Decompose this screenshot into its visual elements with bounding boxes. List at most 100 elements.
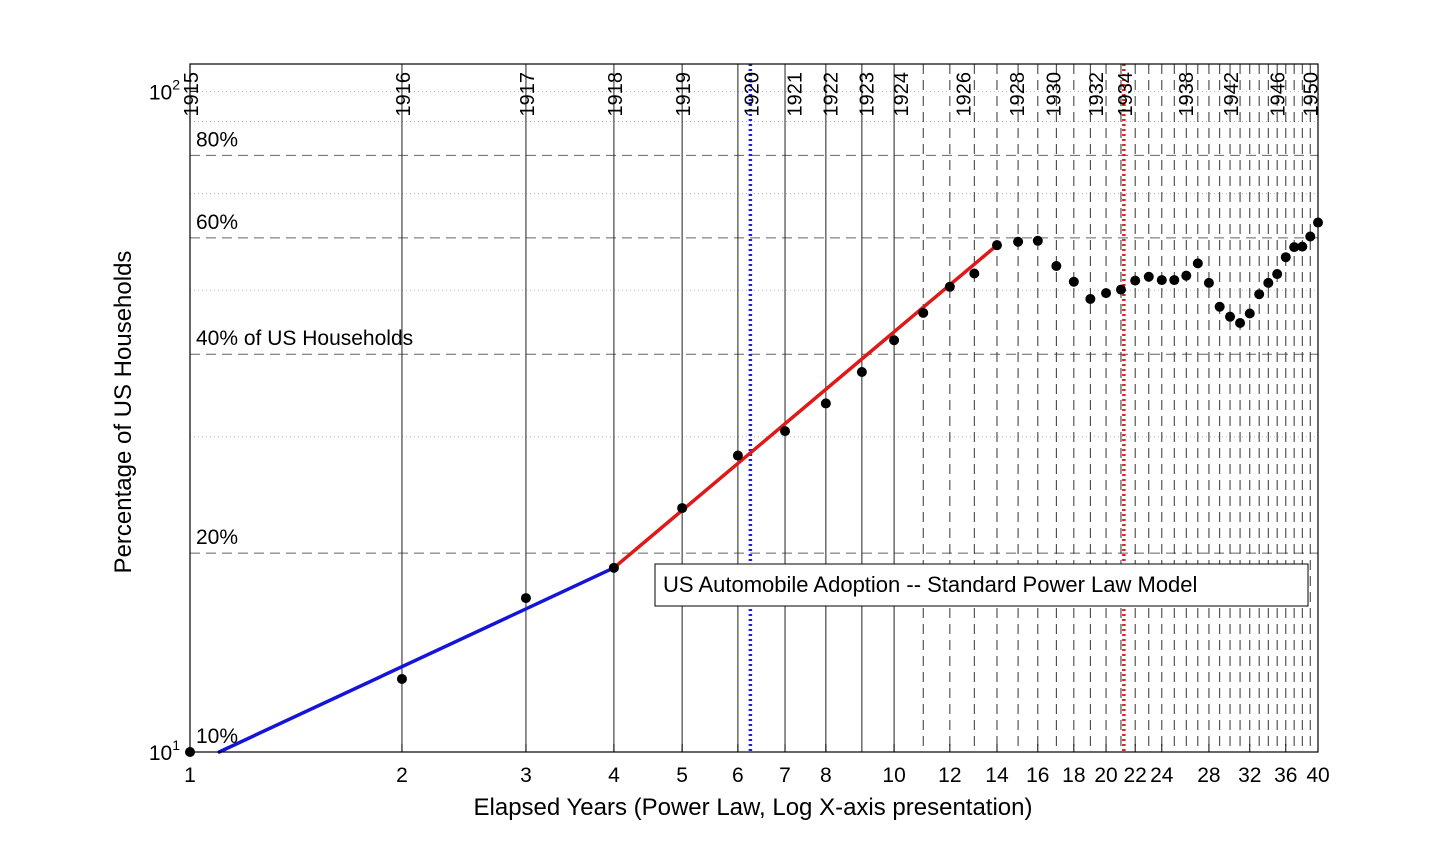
year-label: 1915 xyxy=(181,72,203,117)
year-label: 1920 xyxy=(741,72,763,117)
fit-line xyxy=(612,243,999,570)
data-point xyxy=(396,673,407,684)
data-point xyxy=(1244,308,1255,319)
x-tick-label: 2 xyxy=(396,764,408,787)
x-tick-label: 32 xyxy=(1238,764,1261,787)
chart-title: US Automobile Adoption -- Standard Power… xyxy=(663,572,1197,597)
year-label: 1917 xyxy=(517,72,539,117)
data-point xyxy=(1143,271,1154,282)
x-tick-label: 22 xyxy=(1124,764,1147,787)
data-point xyxy=(1192,258,1203,269)
fit-line xyxy=(217,566,616,754)
data-point xyxy=(1169,275,1180,286)
data-point xyxy=(820,398,831,409)
data-point xyxy=(969,268,980,279)
data-point xyxy=(1214,301,1225,312)
year-label: 1921 xyxy=(785,72,807,117)
percent-label: 60% xyxy=(196,211,238,234)
data-point xyxy=(991,240,1002,251)
data-point xyxy=(1181,270,1192,281)
x-tick-label: 8 xyxy=(820,764,832,787)
data-point xyxy=(1225,311,1236,322)
x-tick-label: 3 xyxy=(520,764,532,787)
percent-label: 40% of US Households xyxy=(196,327,413,350)
year-label: 1926 xyxy=(953,72,975,117)
year-label: 1918 xyxy=(605,72,627,117)
data-point xyxy=(608,562,619,573)
year-label: 1928 xyxy=(1007,72,1029,117)
y-tick-label: 101 xyxy=(149,737,180,765)
data-point xyxy=(889,335,900,346)
x-axis-label: Elapsed Years (Power Law, Log X-axis pre… xyxy=(474,794,1033,821)
x-tick-label: 10 xyxy=(882,764,905,787)
data-point xyxy=(1085,293,1096,304)
y-axis-label: Percentage of US Households xyxy=(110,251,137,574)
year-label: 1919 xyxy=(673,72,695,117)
year-label: 1930 xyxy=(1044,72,1066,117)
data-point xyxy=(1263,277,1274,288)
year-label: 1932 xyxy=(1086,72,1108,117)
year-label: 1938 xyxy=(1176,72,1198,117)
x-tick-label: 16 xyxy=(1026,764,1049,787)
percent-label: 80% xyxy=(196,128,238,151)
x-tick-label: 40 xyxy=(1306,764,1329,787)
year-label: 1934 xyxy=(1115,72,1137,117)
y-tick-label: 102 xyxy=(149,76,180,104)
x-tick-label: 5 xyxy=(676,764,688,787)
data-point xyxy=(1297,241,1308,252)
year-label: 1946 xyxy=(1267,72,1289,117)
legend: US Automobile Adoption -- Standard Power… xyxy=(654,563,1309,607)
data-point xyxy=(1235,318,1246,329)
data-point xyxy=(1051,261,1062,272)
data-point xyxy=(918,307,929,318)
data-point xyxy=(1156,275,1167,286)
data-point xyxy=(1013,236,1024,247)
x-tick-label: 4 xyxy=(608,764,620,787)
data-points xyxy=(185,217,1323,757)
data-point xyxy=(677,503,688,514)
data-point xyxy=(780,426,791,437)
data-point xyxy=(520,593,531,604)
fit-lines xyxy=(217,243,999,754)
data-point xyxy=(1280,252,1291,263)
data-point xyxy=(1115,284,1126,295)
x-tick-label: 24 xyxy=(1150,764,1174,787)
x-tick-label: 36 xyxy=(1274,764,1297,787)
year-label: 1950 xyxy=(1300,72,1322,117)
data-point xyxy=(1032,235,1043,246)
year-label: 1924 xyxy=(891,72,913,117)
year-label: 1942 xyxy=(1221,72,1243,117)
x-tick-label: 20 xyxy=(1094,764,1117,787)
data-point xyxy=(1272,269,1283,280)
data-point xyxy=(1101,288,1112,299)
data-point xyxy=(1289,242,1300,253)
gridlines xyxy=(190,64,1318,753)
percent-label: 20% xyxy=(196,526,238,549)
year-label: 1916 xyxy=(393,72,415,117)
data-point xyxy=(1305,231,1316,242)
data-point xyxy=(944,281,955,292)
data-point xyxy=(732,450,743,461)
data-point xyxy=(1068,276,1079,287)
x-tick-label: 7 xyxy=(779,764,791,787)
legend-box xyxy=(654,563,1309,607)
year-label: 1922 xyxy=(821,72,843,117)
x-tick-label: 14 xyxy=(985,764,1009,787)
grid-labels: 1915 1916 1917 1918 1919 1920 1921 1922 1923 1924… xyxy=(181,72,1322,748)
vertical-markers xyxy=(748,64,1126,752)
year-label: 1923 xyxy=(856,72,878,117)
data-point xyxy=(1203,277,1214,288)
percent-label: 10% xyxy=(196,725,238,748)
data-point xyxy=(856,366,867,377)
x-tick-label: 18 xyxy=(1062,764,1085,787)
data-point xyxy=(1254,289,1265,300)
data-point xyxy=(1130,275,1141,286)
x-tick-label: 28 xyxy=(1197,764,1220,787)
x-tick-label: 12 xyxy=(938,764,961,787)
x-tick-label: 1 xyxy=(184,764,196,787)
x-tick-label: 6 xyxy=(732,764,744,787)
plot-frame xyxy=(189,63,1319,753)
